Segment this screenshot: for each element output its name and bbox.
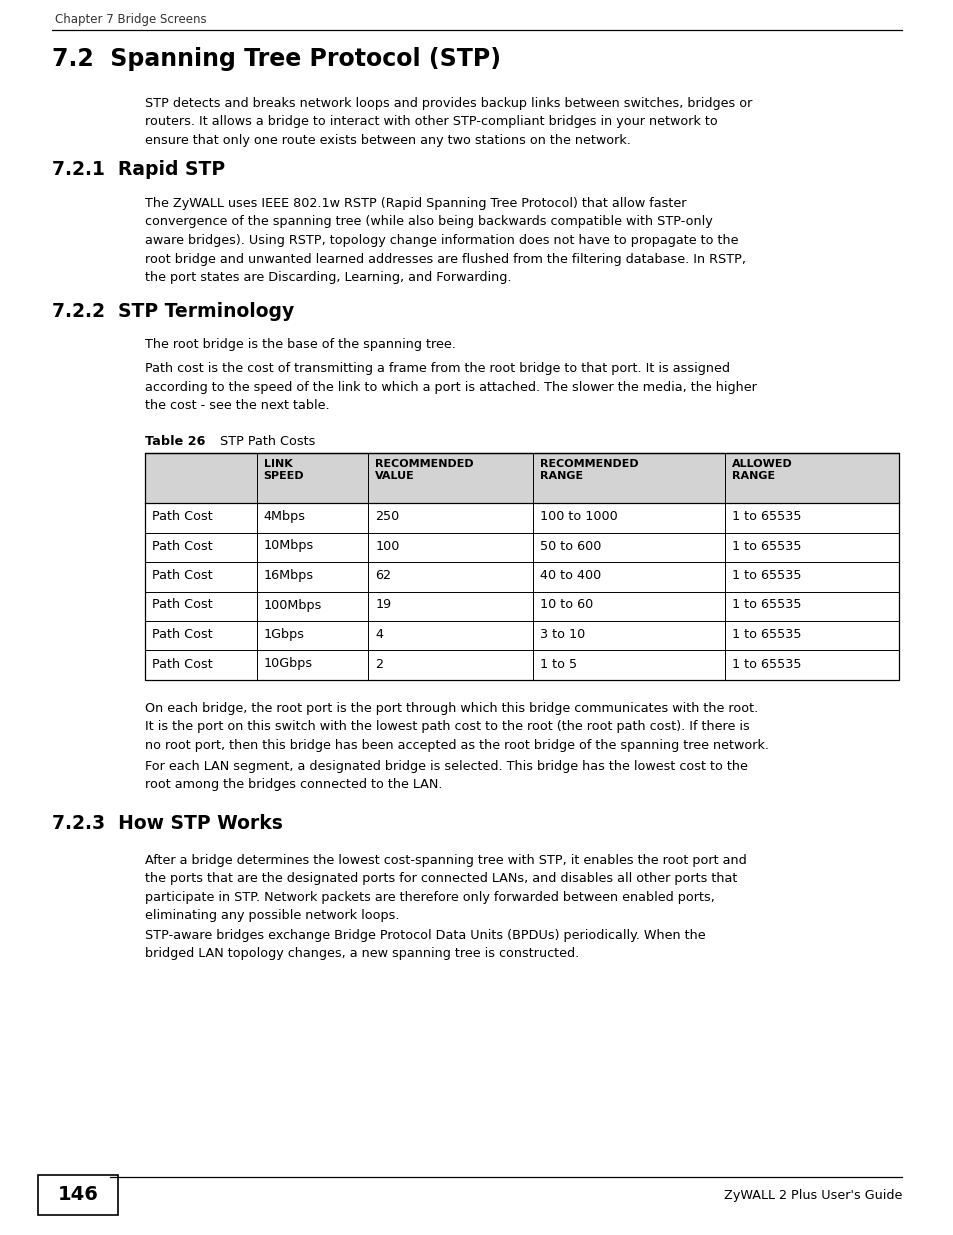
Bar (145, 453, 898, 680)
Text: 4: 4 (375, 629, 383, 641)
Bar (145, 651, 898, 680)
Text: Chapter 7 Bridge Screens: Chapter 7 Bridge Screens (55, 14, 207, 26)
Text: 3 to 10: 3 to 10 (539, 629, 585, 641)
Bar (145, 592, 898, 621)
Text: 40 to 400: 40 to 400 (539, 569, 600, 582)
Text: Path Cost: Path Cost (152, 569, 213, 582)
Text: 62: 62 (375, 569, 391, 582)
Text: The root bridge is the base of the spanning tree.: The root bridge is the base of the spann… (145, 338, 456, 351)
Text: 1 to 65535: 1 to 65535 (731, 599, 801, 611)
Text: Path Cost: Path Cost (152, 510, 213, 522)
Text: 10Mbps: 10Mbps (263, 540, 314, 552)
Text: Table 26: Table 26 (145, 435, 205, 448)
Text: 146: 146 (57, 1186, 98, 1204)
Text: ZyWALL 2 Plus User's Guide: ZyWALL 2 Plus User's Guide (723, 1188, 901, 1202)
Text: Path cost is the cost of transmitting a frame from the root bridge to that port.: Path cost is the cost of transmitting a … (145, 362, 756, 412)
Text: 100Mbps: 100Mbps (263, 599, 321, 611)
Text: 1 to 65535: 1 to 65535 (731, 629, 801, 641)
Bar (38, 1174, 118, 1215)
Text: 1 to 65535: 1 to 65535 (731, 657, 801, 671)
Text: 10Gbps: 10Gbps (263, 657, 313, 671)
Text: 1Gbps: 1Gbps (263, 629, 304, 641)
Text: 7.2.2  STP Terminology: 7.2.2 STP Terminology (52, 303, 294, 321)
Text: RECOMMENDED
VALUE: RECOMMENDED VALUE (375, 459, 474, 482)
Text: STP Path Costs: STP Path Costs (208, 435, 315, 448)
Text: LINK
SPEED: LINK SPEED (263, 459, 304, 482)
Text: 2: 2 (375, 657, 383, 671)
Text: 100: 100 (375, 540, 399, 552)
Text: RECOMMENDED
RANGE: RECOMMENDED RANGE (539, 459, 639, 482)
Text: After a bridge determines the lowest cost-spanning tree with STP, it enables the: After a bridge determines the lowest cos… (145, 853, 746, 923)
Text: 4Mbps: 4Mbps (263, 510, 305, 522)
Text: STP-aware bridges exchange Bridge Protocol Data Units (BPDUs) periodically. When: STP-aware bridges exchange Bridge Protoc… (145, 929, 705, 961)
Text: ALLOWED
RANGE: ALLOWED RANGE (731, 459, 792, 482)
Text: Path Cost: Path Cost (152, 657, 213, 671)
Text: On each bridge, the root port is the port through which this bridge communicates: On each bridge, the root port is the por… (145, 701, 768, 752)
Text: 100 to 1000: 100 to 1000 (539, 510, 618, 522)
Text: 1 to 5: 1 to 5 (539, 657, 577, 671)
Text: 1 to 65535: 1 to 65535 (731, 569, 801, 582)
Text: 10 to 60: 10 to 60 (539, 599, 593, 611)
Bar (145, 621, 898, 651)
Text: 16Mbps: 16Mbps (263, 569, 314, 582)
Text: 7.2.3  How STP Works: 7.2.3 How STP Works (52, 814, 283, 832)
Text: 250: 250 (375, 510, 399, 522)
Text: 1 to 65535: 1 to 65535 (731, 540, 801, 552)
Text: 1 to 65535: 1 to 65535 (731, 510, 801, 522)
Bar (145, 562, 898, 592)
Bar (145, 532, 898, 562)
Bar (145, 503, 898, 532)
Text: For each LAN segment, a designated bridge is selected. This bridge has the lowes: For each LAN segment, a designated bridg… (145, 760, 747, 792)
Bar (145, 453, 898, 503)
Text: STP detects and breaks network loops and provides backup links between switches,: STP detects and breaks network loops and… (145, 98, 752, 147)
Text: Path Cost: Path Cost (152, 629, 213, 641)
Text: Path Cost: Path Cost (152, 540, 213, 552)
Text: 7.2  Spanning Tree Protocol (STP): 7.2 Spanning Tree Protocol (STP) (52, 47, 500, 70)
Text: The ZyWALL uses IEEE 802.1w RSTP (Rapid Spanning Tree Protocol) that allow faste: The ZyWALL uses IEEE 802.1w RSTP (Rapid … (145, 198, 745, 284)
Text: 19: 19 (375, 599, 391, 611)
Text: 7.2.1  Rapid STP: 7.2.1 Rapid STP (52, 161, 225, 179)
Text: Path Cost: Path Cost (152, 599, 213, 611)
Text: 50 to 600: 50 to 600 (539, 540, 601, 552)
